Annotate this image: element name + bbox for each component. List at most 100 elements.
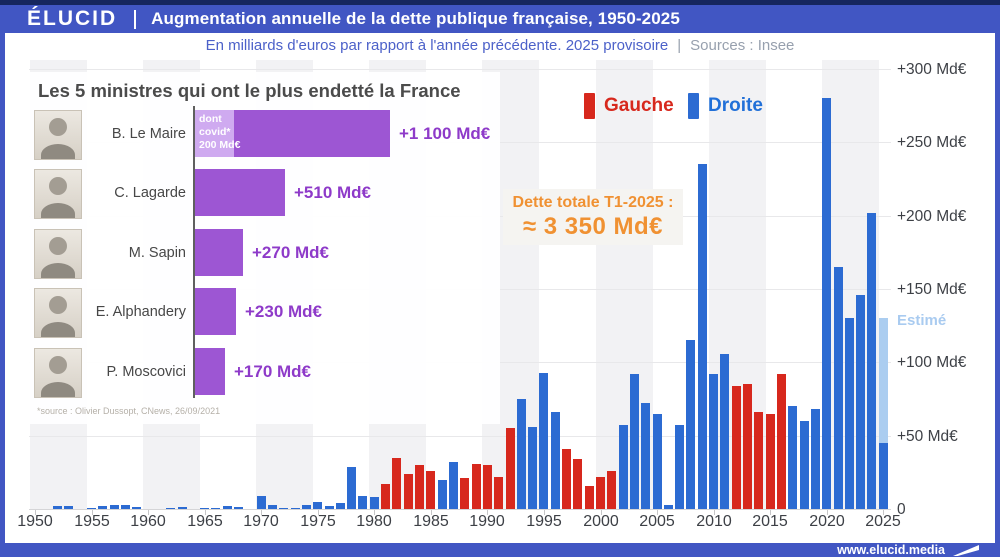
bar-2025	[878, 318, 888, 509]
bar-2007	[675, 425, 685, 509]
x-tick	[714, 510, 715, 515]
bar-2009	[697, 164, 707, 509]
minister-bar	[195, 288, 236, 335]
x-tick	[148, 510, 149, 515]
bar-1967	[222, 506, 232, 509]
bar-2018	[799, 421, 809, 509]
bar-1970	[256, 495, 266, 509]
bar-1991	[494, 476, 504, 509]
bar-1974	[301, 504, 311, 509]
x-tick-label: 1960	[130, 513, 166, 530]
x-tick-label: 1985	[413, 513, 449, 530]
x-tick-label: 1955	[74, 513, 110, 530]
covid-note-line: dont	[199, 113, 222, 125]
x-tick	[601, 510, 602, 515]
bar-2002	[618, 425, 628, 509]
x-tick	[35, 510, 36, 515]
x-tick	[92, 510, 93, 515]
x-tick-label: 2020	[809, 513, 845, 530]
minister-value: +510 Md€	[294, 183, 372, 202]
bar-1987	[448, 462, 458, 509]
ministers-axis-line	[193, 106, 195, 398]
bar-2010	[709, 374, 719, 509]
bar-1962	[166, 508, 176, 509]
y-tick-label: 0	[897, 501, 906, 518]
footer-url: www.elucid.media	[837, 543, 945, 557]
ministers-footnote: *source : Olivier Dussopt, CNews, 26/09/…	[37, 406, 221, 416]
x-tick	[770, 510, 771, 515]
droite-label: Droite	[708, 95, 763, 116]
bar-1955	[87, 508, 97, 509]
covid-segment: dont covid* 200 Md€	[195, 110, 241, 157]
footer-bar: www.elucid.media	[5, 543, 995, 557]
total-debt-caption: Dette totale T1-2025 :	[512, 194, 674, 211]
x-tick-label: 1990	[469, 513, 505, 530]
x-tick	[883, 510, 884, 515]
x-tick-label: 1995	[526, 513, 562, 530]
bar-1971	[268, 505, 277, 509]
minister-bar	[195, 169, 285, 216]
estimated-label: Estimé	[897, 312, 947, 329]
covid-note-line: 200 Md€	[199, 139, 241, 151]
gridline	[29, 69, 891, 70]
minister-name: P. Moscovici	[106, 364, 186, 380]
x-tick-label: 1950	[17, 513, 53, 530]
bar-1958	[120, 504, 130, 509]
gauche-label: Gauche	[604, 95, 674, 116]
minister-row: E. Alphandery +230 Md€	[28, 288, 500, 338]
bar-1999	[584, 485, 594, 509]
y-tick-label: +250 Md€	[897, 134, 967, 151]
minister-row: M. Sapin +270 Md€	[28, 229, 500, 279]
bar-2025-realized	[878, 443, 888, 509]
covid-note-line: covid*	[199, 126, 231, 138]
gauche-swatch	[584, 93, 595, 119]
bar-2006	[663, 504, 673, 509]
bar-1977	[335, 503, 345, 509]
bar-2017	[788, 406, 798, 509]
bar-2016	[776, 374, 786, 509]
subtitle-row: En milliards d'euros par rapport à l'ann…	[5, 33, 995, 58]
page-title: Augmentation annuelle de la dette publiq…	[151, 9, 680, 28]
x-tick	[827, 510, 828, 515]
x-tick-label: 2000	[583, 513, 619, 530]
bar-2013	[743, 384, 753, 509]
total-debt-value: ≈ 3 350 Md€	[522, 213, 664, 240]
bar-2023	[856, 294, 866, 509]
bar-1979	[358, 495, 368, 509]
bar-1981	[381, 484, 391, 509]
x-tick-label: 1980	[356, 513, 392, 530]
bar-1968	[234, 506, 244, 509]
x-tick-label: 2025	[865, 513, 901, 530]
x-tick	[544, 510, 545, 515]
bar-2015	[765, 413, 775, 509]
minister-bar	[195, 229, 243, 276]
x-tick	[374, 510, 375, 515]
x-tick	[431, 510, 432, 515]
bar-2024	[867, 212, 877, 509]
bar-2020	[822, 98, 832, 509]
bar-1953	[64, 506, 74, 509]
minister-value: +230 Md€	[245, 302, 323, 321]
x-tick-label: 2015	[752, 513, 788, 530]
subtitle-text: En milliards d'euros par rapport à l'ann…	[205, 37, 669, 54]
minister-row: P. Moscovici +170 Md€	[28, 348, 500, 398]
elucid-flag-icon	[953, 545, 979, 556]
minister-name: M. Sapin	[128, 245, 186, 261]
x-tick	[318, 510, 319, 515]
bar-1983	[403, 473, 413, 509]
bar-2022	[844, 318, 854, 509]
subtitle-separator: |	[677, 37, 682, 54]
ministers-panel: Les 5 ministres qui ont le plus endetté …	[28, 72, 500, 424]
bar-1994	[528, 426, 538, 509]
bar-1980	[369, 497, 379, 509]
bar-1995	[539, 372, 549, 509]
header-divider	[134, 9, 137, 29]
bar-2000	[596, 476, 605, 509]
minister-bar	[195, 348, 225, 395]
minister-name: C. Lagarde	[114, 185, 186, 201]
droite-swatch	[688, 93, 699, 119]
bar-2003	[629, 374, 639, 509]
bar-1963	[177, 506, 187, 509]
bar-2001	[607, 470, 617, 509]
